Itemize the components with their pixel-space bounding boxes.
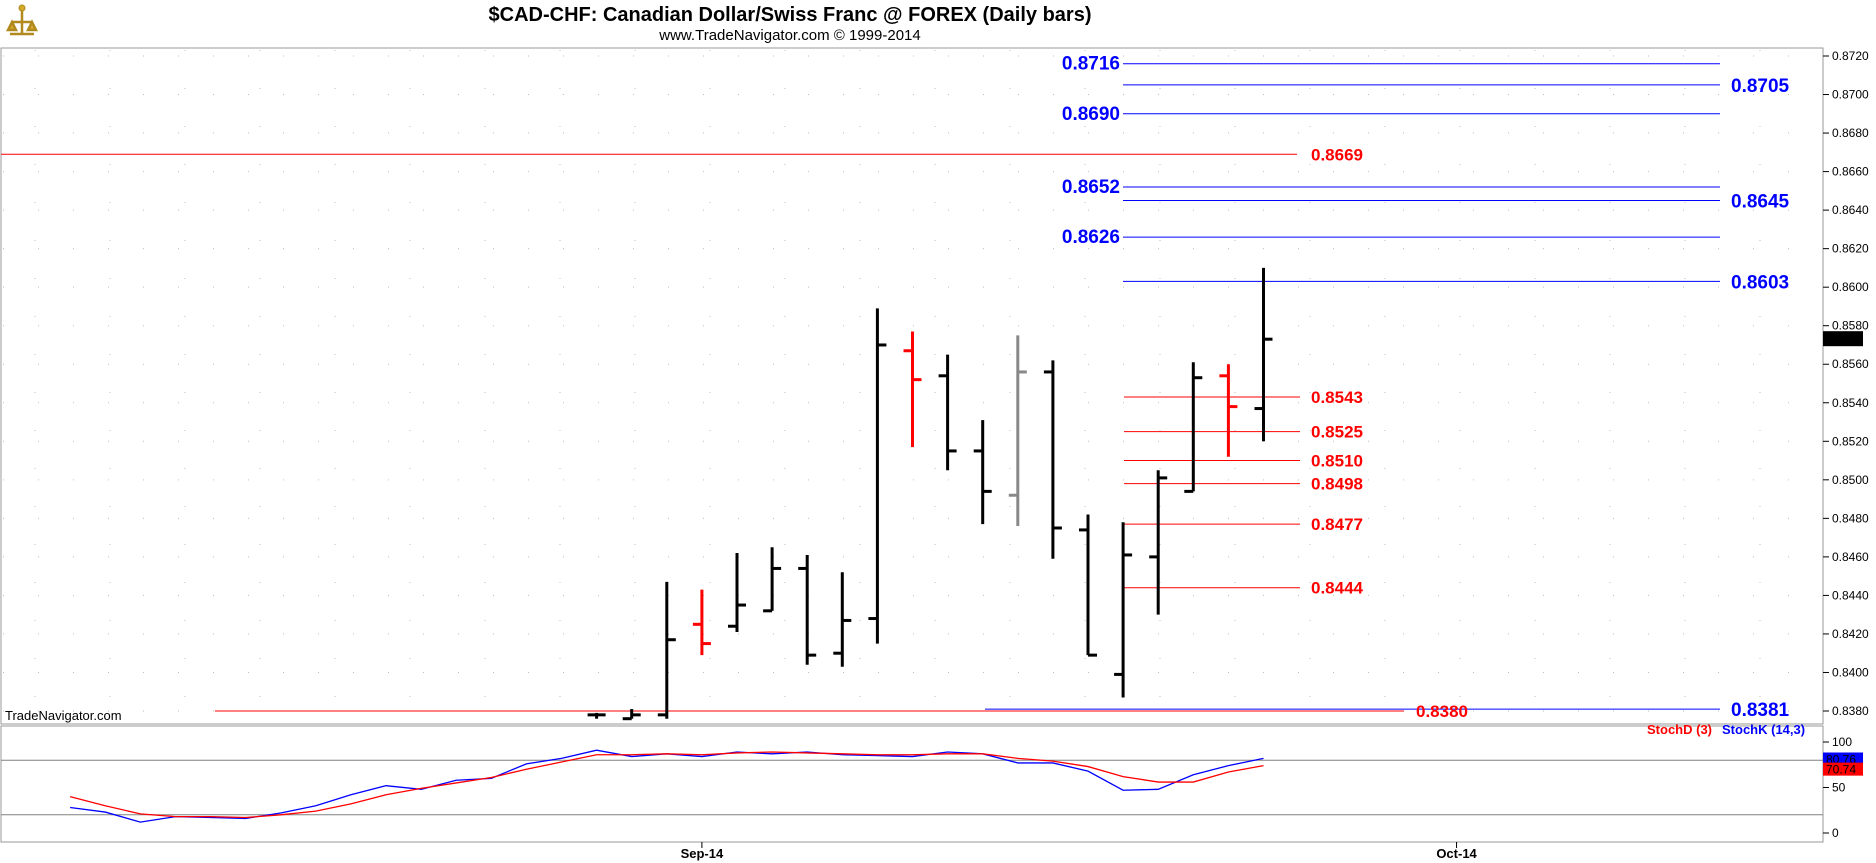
ohlc-bar	[1079, 514, 1097, 657]
stoch-d-tag	[1823, 762, 1863, 776]
y-tick-label: 0.8620	[1832, 242, 1869, 256]
stoch-tick-label: 0	[1832, 826, 1839, 840]
ohlc-bar	[1219, 364, 1238, 457]
stoch-d-legend: StochD (3)	[1647, 722, 1712, 737]
last-price-label: 0.8573	[1825, 332, 1862, 346]
logo-icon	[4, 4, 40, 40]
red-level-label: 0.8444	[1311, 579, 1364, 598]
ohlc-bar	[1254, 267, 1273, 442]
ohlc-bar	[973, 420, 992, 525]
stoch-grid	[1, 759, 1823, 816]
stoch-d-value: 70.74	[1826, 763, 1856, 777]
stoch-d-line	[69, 751, 1264, 819]
y-tick-label: 0.8700	[1832, 88, 1869, 102]
ohlc-bar	[1008, 335, 1027, 527]
red-level-label: 0.8477	[1311, 515, 1363, 534]
red-level-label: 0.8380	[1416, 702, 1468, 721]
stoch-lines	[69, 749, 1264, 823]
price-bars	[587, 267, 1273, 721]
red-level-label: 0.8525	[1311, 423, 1363, 442]
y-tick-label: 0.8560	[1832, 357, 1869, 371]
ohlc-bar	[833, 572, 852, 667]
ohlc-bar	[1149, 470, 1168, 615]
time-axis: Sep-14 Oct-14	[1, 842, 1823, 862]
price-panel: 0.8716 0.8705 0.8690 0.8652 0.8645 0.8626 0.86…	[0, 47, 1869, 725]
y-tick-label: 0.8440	[1832, 588, 1869, 602]
y-tick-label: 0.8480	[1832, 511, 1869, 525]
stoch-tick-label: 50	[1832, 781, 1846, 795]
last-price-tag	[1823, 331, 1863, 347]
x-tick-label: Oct-14	[1436, 846, 1477, 861]
ohlc-bar	[868, 308, 887, 644]
stoch-k-tag	[1823, 752, 1863, 766]
red-level-label: 0.8543	[1311, 388, 1363, 407]
chart-title: $CAD-CHF: Canadian Dollar/Swiss Franc @ …	[489, 4, 1092, 26]
y-tick-label: 0.8600	[1832, 280, 1869, 294]
price-levels: 0.8716 0.8705 0.8690 0.8652 0.8645 0.8626 0.86…	[1, 54, 1790, 721]
red-level-label: 0.8510	[1311, 452, 1363, 471]
y-tick-label: 0.8400	[1832, 665, 1869, 679]
red-level-label: 0.8669	[1311, 145, 1363, 164]
y-tick-label: 0.8680	[1832, 126, 1869, 140]
ohlc-bar	[938, 354, 957, 471]
blue-level-label: 0.8652	[1062, 177, 1120, 198]
watermark: TradeNavigator.com	[5, 708, 122, 723]
y-tick-label: 0.8380	[1832, 704, 1869, 718]
ohlc-bar	[1114, 522, 1133, 698]
y-tick-label: 0.8540	[1832, 396, 1869, 410]
ohlc-bar	[587, 712, 606, 719]
stoch-k-legend: StochK (14,3)	[1722, 722, 1805, 737]
chart-subtitle: www.TradeNavigator.com © 1999-2014	[658, 27, 920, 44]
ohlc-bar	[728, 553, 746, 633]
blue-level-label: 0.8716	[1062, 54, 1120, 75]
x-tick-label: Sep-14	[681, 846, 724, 861]
price-axis: 0.8720 0.8700 0.8680 0.8660 0.8640 0.8620 0.86…	[1823, 49, 1869, 718]
stoch-tick-label: 100	[1832, 735, 1852, 749]
ohlc-bar	[903, 331, 922, 448]
ohlc-bar	[622, 709, 641, 721]
blue-level-label: 0.8381	[1731, 700, 1790, 721]
blue-level-label: 0.8603	[1731, 272, 1789, 293]
y-tick-label: 0.8720	[1832, 49, 1869, 63]
y-tick-label: 0.8640	[1832, 203, 1869, 217]
blue-level-label: 0.8626	[1062, 227, 1120, 248]
y-tick-label: 0.8460	[1832, 550, 1869, 564]
red-level-label: 0.8498	[1311, 475, 1363, 494]
y-tick-label: 0.8520	[1832, 434, 1869, 448]
ohlc-bar	[692, 589, 711, 656]
blue-level-label: 0.8690	[1062, 104, 1120, 125]
ohlc-bar	[1043, 360, 1062, 559]
y-tick-label: 0.8580	[1832, 319, 1869, 333]
ohlc-bar	[798, 554, 817, 665]
blue-level-label: 0.8645	[1731, 191, 1790, 212]
y-tick-label: 0.8420	[1832, 627, 1869, 641]
ohlc-bar	[763, 547, 782, 613]
blue-level-label: 0.8705	[1731, 76, 1790, 97]
ohlc-bar	[1184, 362, 1203, 493]
y-tick-label: 0.8500	[1832, 473, 1869, 487]
ohlc-bar	[657, 581, 676, 719]
y-tick-label: 0.8660	[1832, 165, 1869, 179]
